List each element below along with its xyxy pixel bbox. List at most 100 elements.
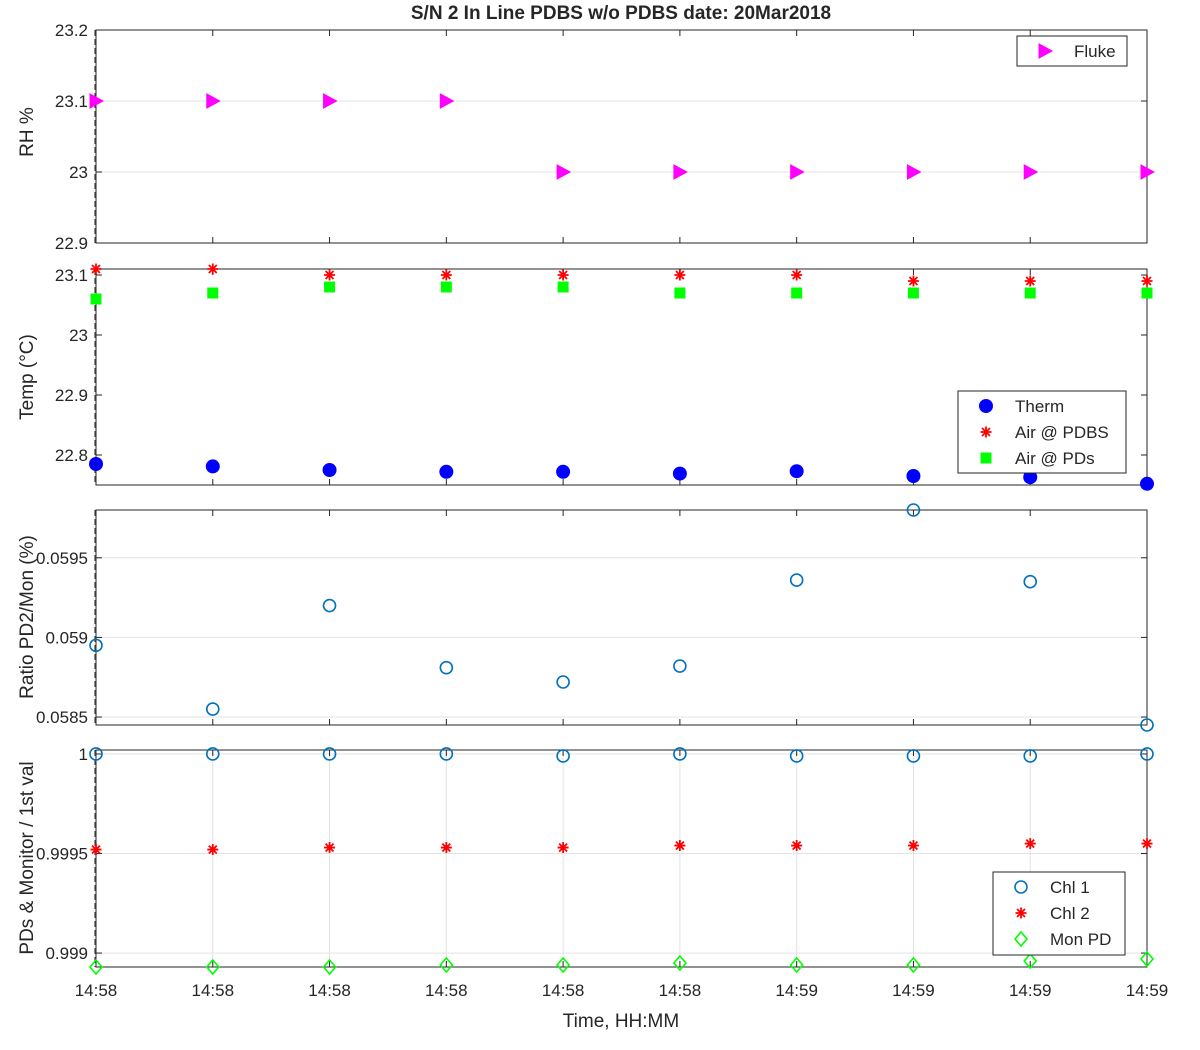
data-point bbox=[791, 287, 803, 299]
data-point bbox=[205, 747, 220, 761]
series-mon-pd bbox=[88, 950, 1155, 976]
data-point bbox=[672, 954, 687, 972]
legend-marker bbox=[1014, 880, 1028, 894]
series-ratio bbox=[89, 503, 1154, 732]
y-tick-label: 22.9 bbox=[55, 386, 88, 405]
data-point bbox=[206, 93, 221, 109]
x-tick-label: 14:58 bbox=[192, 981, 235, 1000]
y-tick-label: 23 bbox=[69, 326, 88, 345]
data-point bbox=[207, 263, 219, 275]
data-point bbox=[1140, 718, 1154, 732]
data-point bbox=[791, 840, 803, 852]
data-point bbox=[556, 164, 572, 180]
legend: Therm Air @ PDBS Air @ PDs bbox=[957, 390, 1127, 474]
data-point bbox=[1024, 838, 1036, 850]
legend-marker bbox=[979, 399, 993, 413]
data-point bbox=[1141, 838, 1153, 850]
data-point bbox=[1140, 164, 1156, 180]
series-fluke bbox=[89, 93, 1156, 180]
data-point bbox=[1141, 275, 1153, 287]
data-point bbox=[789, 749, 804, 763]
legend-marker bbox=[980, 452, 992, 464]
series-therm bbox=[89, 457, 1154, 491]
data-point bbox=[323, 93, 338, 109]
data-point bbox=[791, 269, 803, 281]
x-axis-label: Time, HH:MM bbox=[563, 1011, 679, 1032]
data-point bbox=[907, 840, 919, 852]
x-axis: 14:58 14:58 14:58 14:58 14:58 14:58 14:59 14:59… bbox=[75, 981, 1169, 1000]
x-tick-label: 14:59 bbox=[1009, 981, 1052, 1000]
x-tick-label: 14:59 bbox=[775, 981, 818, 1000]
data-point bbox=[672, 466, 687, 481]
series-air-pds bbox=[90, 281, 1153, 305]
panel-2: 22.8 22.9 23 23.1 Temp (°C) Therm Air @ PDBS Ai… bbox=[17, 263, 1154, 491]
y-axis-label: PDs & Monitor / 1st val bbox=[17, 761, 38, 954]
data-point bbox=[674, 840, 686, 852]
data-point bbox=[1141, 287, 1153, 299]
data-point bbox=[322, 747, 337, 761]
plot-panels: 22.9 23 23.1 23.2 RH % Fluke 22.8 22.9 23 23.1 Tem… bbox=[17, 21, 1156, 976]
data-point bbox=[1140, 476, 1154, 491]
legend-marker bbox=[1015, 907, 1027, 919]
data-point bbox=[906, 469, 921, 483]
x-tick-label: 14:58 bbox=[425, 981, 468, 1000]
data-point bbox=[789, 956, 804, 974]
y-tick-label: 0.9995 bbox=[36, 845, 88, 864]
data-point bbox=[674, 287, 686, 299]
x-tick-label: 14:58 bbox=[308, 981, 351, 1000]
data-point bbox=[324, 842, 336, 854]
legend-entry: Therm bbox=[1015, 397, 1064, 416]
data-point bbox=[88, 958, 104, 976]
data-point bbox=[557, 269, 569, 281]
data-point bbox=[322, 958, 337, 976]
y-axis-label: RH % bbox=[17, 107, 38, 157]
data-point bbox=[89, 93, 105, 109]
data-point bbox=[89, 457, 103, 471]
y-tick-label: 0.0585 bbox=[36, 708, 88, 727]
x-tick-marks bbox=[95, 30, 1148, 243]
data-point bbox=[906, 164, 922, 180]
data-point bbox=[1140, 747, 1154, 761]
data-point bbox=[439, 956, 454, 974]
series-chl-1 bbox=[89, 747, 1154, 763]
y-tick-label: 23.2 bbox=[55, 21, 88, 40]
data-point bbox=[207, 844, 219, 856]
x-tick-label: 14:59 bbox=[892, 981, 935, 1000]
chart-title: S/N 2 In Line PDBS w/o PDBS date: 20Mar2… bbox=[411, 3, 831, 24]
legend-entry: Chl 2 bbox=[1050, 904, 1090, 923]
legend-entry: Air @ PDBS bbox=[1015, 423, 1109, 442]
data-point bbox=[324, 281, 336, 293]
grid bbox=[96, 557, 1147, 718]
y-tick-label: 1 bbox=[79, 745, 88, 764]
data-point bbox=[1023, 952, 1038, 970]
y-tick-label: 0.0595 bbox=[36, 549, 88, 568]
axes-box bbox=[95, 29, 1148, 244]
data-point bbox=[90, 263, 102, 275]
x-tick-marks bbox=[95, 750, 1148, 967]
legend: Fluke bbox=[1016, 35, 1128, 67]
x-tick-label: 14:58 bbox=[659, 981, 702, 1000]
data-point bbox=[322, 463, 337, 477]
data-point bbox=[907, 275, 919, 287]
data-point bbox=[207, 287, 219, 299]
data-point bbox=[440, 269, 452, 281]
x-tick-marks bbox=[95, 510, 1148, 725]
data-point bbox=[556, 956, 571, 974]
y-tick-label: 0.999 bbox=[45, 944, 88, 963]
y-tick-label: 22.9 bbox=[55, 234, 88, 253]
data-point bbox=[439, 93, 455, 109]
data-point bbox=[440, 281, 452, 293]
panel-1: 22.9 23 23.1 23.2 RH % Fluke bbox=[17, 21, 1156, 253]
legend-entry: Chl 1 bbox=[1050, 878, 1090, 897]
y-axis-ticks: 0.0585 0.059 0.0595 bbox=[36, 549, 1147, 727]
data-point bbox=[789, 464, 804, 479]
data-point bbox=[906, 956, 921, 974]
y-tick-label: 23 bbox=[69, 163, 88, 182]
data-point bbox=[556, 749, 570, 763]
data-point bbox=[556, 464, 571, 479]
legend-marker bbox=[1013, 930, 1029, 948]
data-point bbox=[1023, 574, 1038, 589]
y-tick-label: 23.1 bbox=[55, 92, 88, 111]
data-point bbox=[790, 164, 805, 180]
